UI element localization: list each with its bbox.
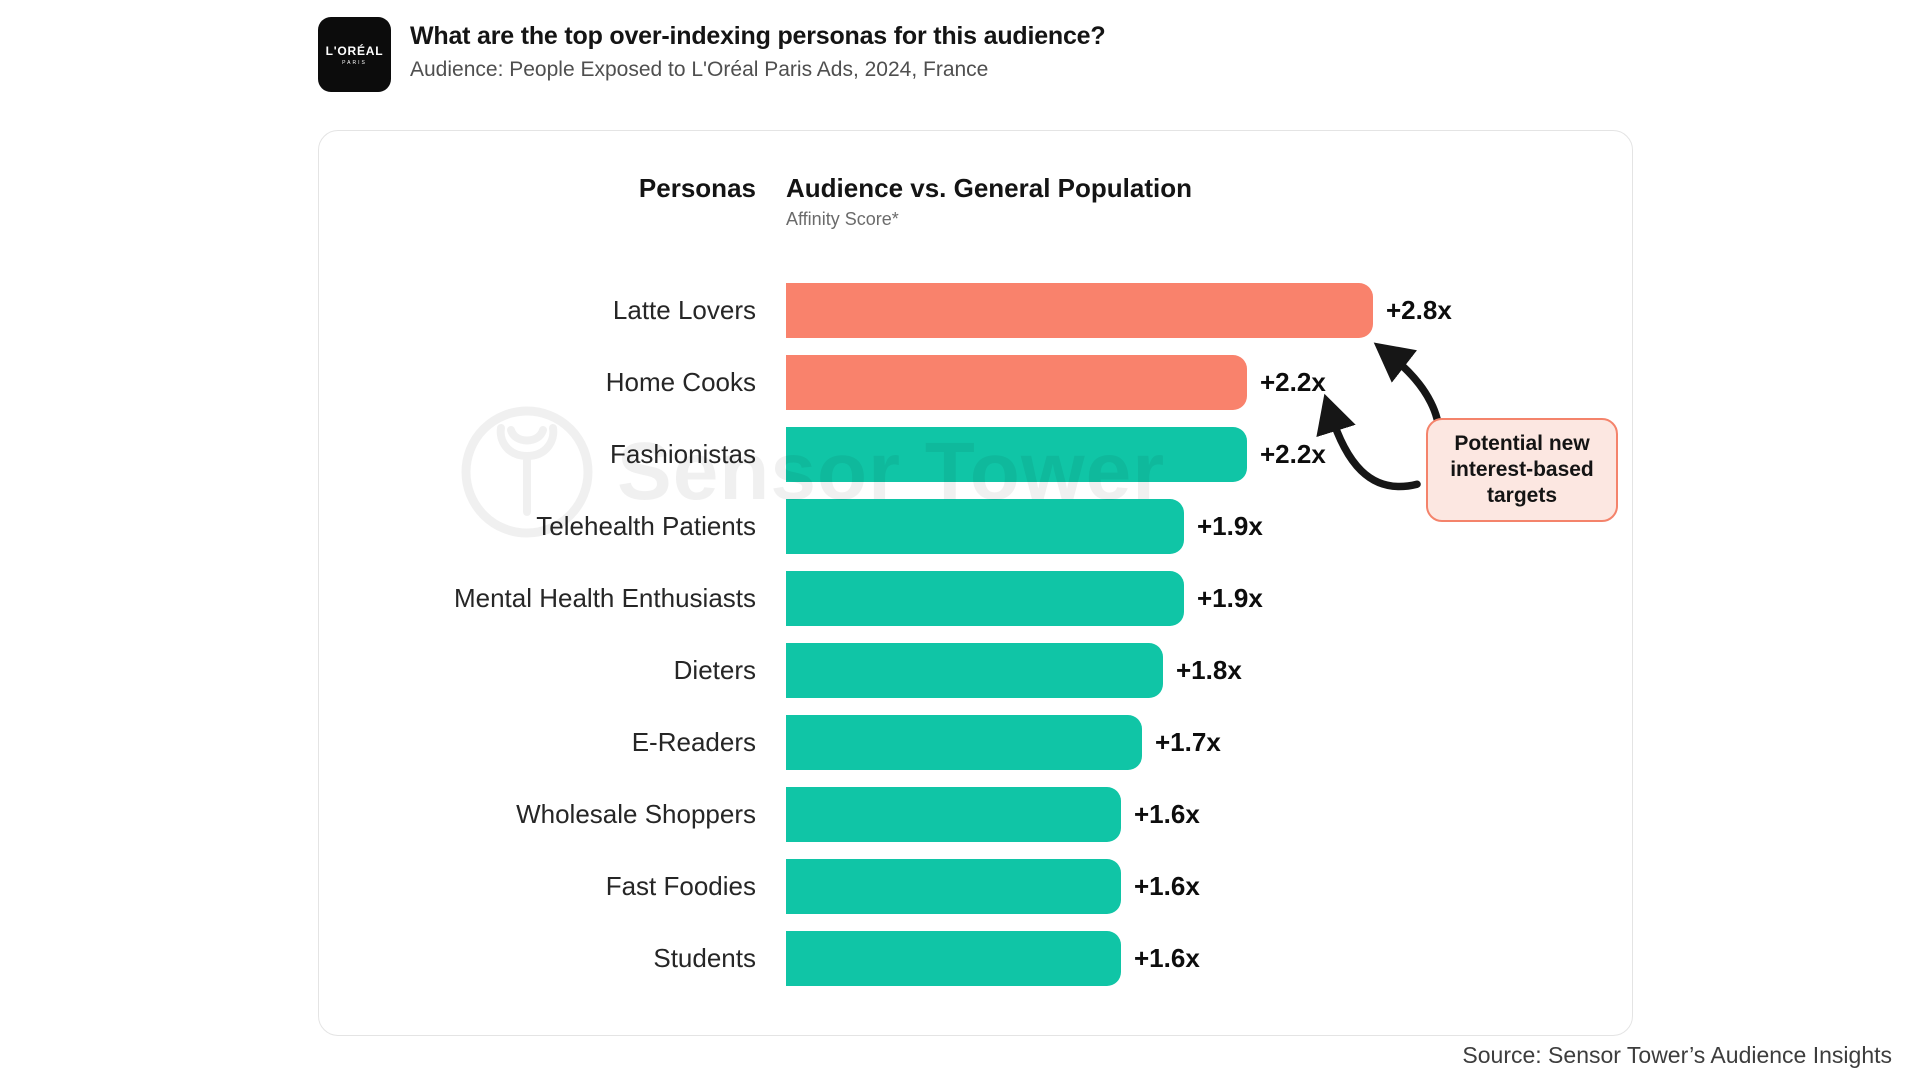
source-attribution: Source: Sensor Tower’s Audience Insights: [1462, 1042, 1892, 1068]
bar-row: Latte Lovers +2.8x: [319, 283, 1632, 338]
bar-row: Dieters +1.8x: [319, 643, 1632, 698]
bar-row: Mental Health Enthusiasts +1.9x: [319, 571, 1632, 626]
loreal-logo: L'ORÉAL PARIS: [318, 17, 391, 92]
loreal-logo-paris-text: PARIS: [342, 59, 367, 66]
bar-value-label: +1.7x: [1155, 727, 1221, 757]
affinity-bar: [786, 787, 1121, 842]
page-title: What are the top over-indexing personas …: [410, 22, 1106, 50]
affinity-bar: [786, 715, 1142, 770]
annotation-line: Potential new: [1454, 432, 1590, 455]
bar-value-label: +1.6x: [1134, 799, 1200, 829]
bar-value-label: +1.6x: [1134, 943, 1200, 973]
affinity-bar: [786, 499, 1184, 554]
annotation-line: interest-based: [1450, 458, 1594, 481]
chart-title: Audience vs. General Population: [786, 173, 1192, 203]
annotation-line: targets: [1486, 484, 1558, 507]
bar-row: Home Cooks +2.2x: [319, 355, 1632, 410]
chart-card: Personas Audience vs. General Population…: [318, 130, 1633, 1036]
bar-row: Wholesale Shoppers +1.6x: [319, 787, 1632, 842]
bar-value-label: +1.8x: [1176, 655, 1242, 685]
affinity-bar: [786, 571, 1184, 626]
bar-row: E-Readers +1.7x: [319, 715, 1632, 770]
persona-label: Fashionistas: [610, 439, 756, 469]
loreal-logo-text: L'ORÉAL: [325, 43, 384, 58]
bar-value-label: +2.8x: [1386, 295, 1452, 325]
annotation-callout: Potential new interest-based targets: [1426, 418, 1618, 522]
persona-label: Telehealth Patients: [536, 511, 756, 541]
personas-column-header: Personas: [638, 173, 756, 203]
bar-row: Students +1.6x: [319, 931, 1632, 986]
persona-label: Students: [653, 943, 756, 973]
affinity-bar: [786, 643, 1163, 698]
persona-label: Latte Lovers: [612, 295, 756, 325]
bar-value-label: +1.6x: [1134, 871, 1200, 901]
bar-value-label: +1.9x: [1197, 583, 1263, 613]
bar-value-label: +1.9x: [1197, 511, 1263, 541]
persona-label: Dieters: [673, 655, 756, 685]
affinity-bar: [786, 427, 1247, 482]
page-subtitle: Audience: People Exposed to L'Oréal Pari…: [410, 58, 989, 81]
chart-subtitle-affinity-score: Affinity Score*: [786, 209, 899, 229]
bar-value-label: +2.2x: [1260, 367, 1326, 397]
affinity-bar: [786, 355, 1247, 410]
persona-label: E-Readers: [631, 727, 756, 757]
bar-row: Fashionistas +2.2x: [319, 427, 1632, 482]
persona-label: Mental Health Enthusiasts: [453, 583, 756, 613]
bar-row: Fast Foodies +1.6x: [319, 859, 1632, 914]
persona-label: Fast Foodies: [605, 871, 756, 901]
persona-label: Wholesale Shoppers: [516, 799, 756, 829]
persona-label: Home Cooks: [605, 367, 756, 397]
bar-row: Telehealth Patients +1.9x: [319, 499, 1632, 554]
affinity-bar: [786, 931, 1121, 986]
bar-value-label: +2.2x: [1260, 439, 1326, 469]
affinity-bar: [786, 859, 1121, 914]
affinity-bar: [786, 283, 1373, 338]
bar-chart: Latte Lovers +2.8x Home Cooks +2.2x Fashioni…: [319, 131, 1632, 1035]
